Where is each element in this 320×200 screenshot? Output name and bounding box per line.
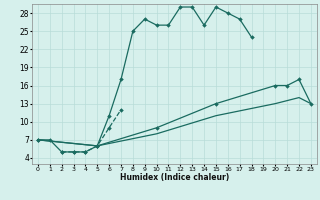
X-axis label: Humidex (Indice chaleur): Humidex (Indice chaleur) <box>120 173 229 182</box>
